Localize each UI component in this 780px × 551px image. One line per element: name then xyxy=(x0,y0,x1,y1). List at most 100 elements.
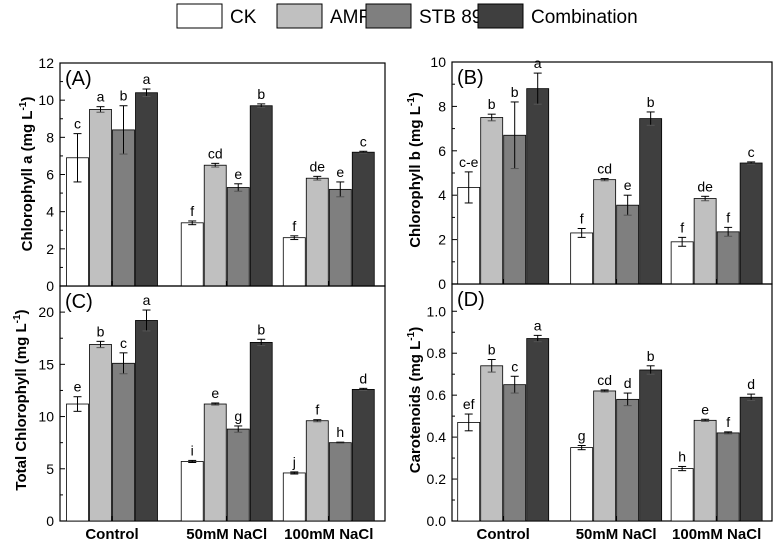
y-tick-label: 0.6 xyxy=(427,387,447,403)
y-axis-label-main: Carotenoids (mg L xyxy=(407,341,424,474)
bar-stb-89 xyxy=(226,428,250,522)
significance-letter: c xyxy=(360,133,367,149)
bar-combination xyxy=(739,396,763,522)
significance-letter: b xyxy=(488,96,496,112)
legend-swatch-3 xyxy=(477,3,524,29)
y-axis-label-tail: ) xyxy=(407,327,424,332)
significance-letter: b xyxy=(257,86,265,102)
y-tick-label: 0 xyxy=(46,278,54,294)
y-tick-label: 1.0 xyxy=(427,303,447,319)
x-tick-label: Control xyxy=(85,526,138,543)
y-axis-label-sup: -1 xyxy=(18,101,29,110)
y-axis-label: Chlorophyll b (mg L-1) xyxy=(406,92,424,248)
legend-label-1: AMF xyxy=(330,7,370,28)
significance-letter: e xyxy=(211,385,219,401)
significance-letter: b xyxy=(120,88,128,104)
significance-letter: c xyxy=(748,144,755,160)
x-tick-label: 100mM NaCl xyxy=(284,526,373,543)
y-tick-label: 4 xyxy=(46,204,54,220)
significance-letter: f xyxy=(292,218,296,234)
significance-letter: cd xyxy=(597,372,612,388)
significance-letter: a xyxy=(534,317,542,333)
significance-letter: b xyxy=(511,84,519,100)
significance-letter: c xyxy=(74,116,81,132)
x-tick-label: Control xyxy=(477,526,530,543)
y-tick-label: 0.4 xyxy=(427,429,447,445)
bar-ck xyxy=(570,447,594,522)
bar-ck xyxy=(180,222,204,287)
y-axis-label-main: Total Chlorophyll (mg L xyxy=(13,323,30,490)
bar-ck xyxy=(670,468,694,522)
significance-letter: f xyxy=(580,211,584,227)
bar-ck xyxy=(180,461,204,522)
y-tick-label: 0.2 xyxy=(427,471,447,487)
y-axis-label-sup: -1 xyxy=(12,314,23,323)
significance-letter: e xyxy=(701,401,709,417)
significance-letter: b xyxy=(97,323,105,339)
bar-amf xyxy=(693,198,717,285)
bar-stb-89 xyxy=(716,432,740,522)
bar-amf xyxy=(305,177,329,287)
significance-letter: ef xyxy=(463,396,475,412)
y-axis-label-sup: -1 xyxy=(406,97,417,106)
bar-combination xyxy=(351,151,375,287)
panel-c: 0 5 10 15 20 Total Chlorophyll (mg L-1) (C) Con… xyxy=(12,285,386,543)
bar-amf xyxy=(203,164,227,287)
x-tick-label: 100mM NaCl xyxy=(672,526,761,543)
y-axis-label: Chlorophyll a (mg L-1) xyxy=(18,97,36,252)
panel-label: (B) xyxy=(457,67,484,89)
significance-letter: cd xyxy=(208,145,223,161)
bar-stb-89 xyxy=(328,188,352,287)
y-tick-label: 4 xyxy=(438,187,446,203)
bar-amf xyxy=(305,420,329,522)
significance-letter: f xyxy=(680,219,684,235)
significance-letter: b xyxy=(488,342,496,358)
bar-combination xyxy=(526,338,550,522)
y-tick-label: 0.8 xyxy=(427,345,447,361)
y-tick-label: 10 xyxy=(38,92,54,108)
bar-amf xyxy=(480,117,504,285)
bar-amf xyxy=(89,344,112,522)
bar-amf xyxy=(203,403,227,522)
significance-letter: a xyxy=(143,71,151,87)
bar-ck xyxy=(670,241,694,285)
bar-combination xyxy=(739,162,763,285)
bar-combination xyxy=(639,118,663,285)
significance-letter: c xyxy=(511,358,518,374)
significance-letter: e xyxy=(336,164,344,180)
significance-letter: a xyxy=(534,55,542,71)
bar-stb-89 xyxy=(226,187,250,287)
bar-ck xyxy=(570,232,594,285)
y-tick-label: 2 xyxy=(438,232,446,248)
bar-combination xyxy=(526,88,550,285)
y-tick-label: 8 xyxy=(46,129,54,145)
y-axis-label-main: Chlorophyll a (mg L xyxy=(19,111,36,252)
bar-combination xyxy=(351,388,375,522)
bar-stb-89 xyxy=(616,204,640,285)
legend-label-3: Combination xyxy=(531,7,638,28)
significance-letter: a xyxy=(143,292,151,308)
bar-ck xyxy=(282,237,306,287)
y-tick-label: 8 xyxy=(438,98,446,114)
y-tick-label: 5 xyxy=(46,461,54,477)
significance-letter: f xyxy=(726,209,730,225)
bar-stb-89 xyxy=(328,442,352,522)
y-axis-label-main: Chlorophyll b (mg L xyxy=(407,106,424,248)
x-tick-label: 50mM NaCl xyxy=(576,526,657,543)
bar-stb-89 xyxy=(503,384,527,522)
significance-letter: de xyxy=(309,158,325,174)
significance-letter: c xyxy=(120,335,127,351)
significance-letter: h xyxy=(678,448,686,464)
significance-letter: cd xyxy=(597,161,612,177)
significance-letter: d xyxy=(747,376,755,392)
significance-letter: f xyxy=(726,414,730,430)
significance-letter: j xyxy=(292,454,296,470)
significance-letter: e xyxy=(74,379,82,395)
x-tick-label: 50mM NaCl xyxy=(186,526,267,543)
y-tick-label: 20 xyxy=(38,304,54,320)
bar-amf xyxy=(593,179,617,285)
